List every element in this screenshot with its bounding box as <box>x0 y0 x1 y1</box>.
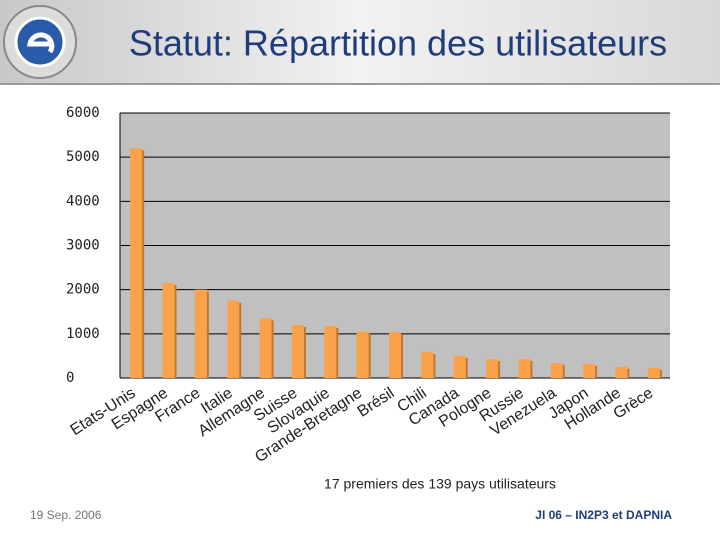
bar <box>583 363 596 378</box>
y-tick-label: 3000 <box>66 238 100 254</box>
y-tick-label: 0 <box>66 370 74 386</box>
bar <box>194 289 207 378</box>
bar <box>615 366 628 378</box>
bar <box>162 283 175 378</box>
bar-shade <box>562 364 565 378</box>
bar-shade <box>303 327 306 378</box>
bar-shade <box>530 361 533 378</box>
bar-shade <box>206 291 209 378</box>
bar <box>453 355 466 378</box>
bar-shade <box>174 285 177 378</box>
bar <box>389 332 401 378</box>
bar <box>324 325 337 378</box>
y-tick-label: 6000 <box>66 105 100 121</box>
bar <box>356 331 369 378</box>
logo-e <box>27 32 55 54</box>
bar-shade <box>433 353 436 378</box>
header-band <box>0 0 720 84</box>
bar <box>291 325 304 378</box>
bar <box>486 359 499 378</box>
bar-shade <box>498 361 501 378</box>
bar <box>259 318 272 378</box>
bar-shade <box>659 369 662 378</box>
footer-date: 19 Sep. 2006 <box>30 508 102 522</box>
bar-shade <box>239 302 242 378</box>
y-tick-label: 2000 <box>66 282 100 298</box>
bar-shade <box>595 365 598 378</box>
bar-shade <box>336 327 339 378</box>
x-tick-label: Brésil <box>355 385 398 421</box>
bar-shade <box>142 150 145 378</box>
caption: 17 premiers des 139 pays utilisateurs <box>324 476 556 492</box>
y-tick-label: 1000 <box>66 326 100 342</box>
bar <box>647 367 660 378</box>
y-tick-label: 4000 <box>66 193 100 209</box>
bar-shade <box>271 320 274 378</box>
y-tick-label: 5000 <box>66 149 100 165</box>
bar-shade <box>627 368 630 378</box>
bar-shade <box>368 333 371 378</box>
bar <box>518 359 531 378</box>
bar <box>227 300 240 378</box>
bar <box>421 351 434 378</box>
bar-shade <box>401 334 403 378</box>
bar-shade <box>465 357 468 378</box>
footer-event: JI 06 – IN2P3 et DAPNIA <box>535 508 672 522</box>
bar <box>130 148 143 378</box>
bar <box>550 362 563 378</box>
chart-title: Statut: Répartition des utilisateurs <box>129 23 667 64</box>
